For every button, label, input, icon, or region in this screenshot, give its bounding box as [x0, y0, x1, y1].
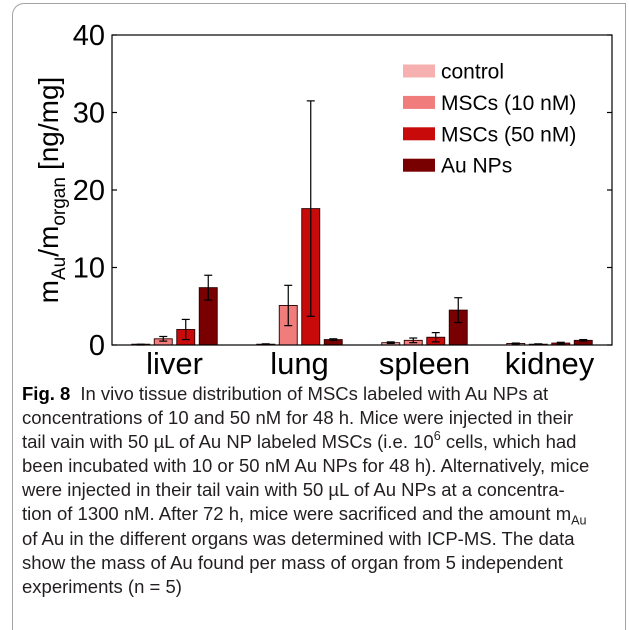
x-tick-label-liver: liver	[146, 346, 203, 381]
legend-label-mscs-10-nm: MSCs (10 nM)	[441, 92, 576, 115]
error-bar-group	[136, 100, 588, 346]
caption-line: been incubated with 10 or 50 nM Au NPs f…	[22, 454, 589, 478]
tick-labels: 0 10 20 30 40 liver lung spleen kidney	[73, 20, 595, 381]
legend-swatch-au-nps	[403, 158, 435, 172]
y-axis-label-m: m	[33, 280, 64, 303]
y-axis-label-sub-organ: organ	[49, 177, 70, 226]
y-axis-label: mAu/morgan [ng/mg]	[33, 77, 70, 304]
legend-swatch-mscs-10-nm	[403, 95, 435, 109]
error-bar-control-kidney	[511, 342, 520, 345]
caption-line: tail vain with 50 µL of Au NP labeled MS…	[22, 430, 589, 454]
figure-label: Fig. 8	[22, 383, 71, 404]
legend: control MSCs (10 nM) MSCs (50 nM) Au NPs	[403, 61, 576, 178]
x-tick-label-spleen: spleen	[379, 346, 470, 381]
error-bar-mscs-10-nm-spleen	[409, 337, 418, 344]
error-bar-mscs-50-nm-lung	[306, 100, 315, 317]
caption-text: tion of 1300 nM. After 72 h, mice were s…	[22, 503, 572, 525]
y-axis-label-sub-au: Au	[49, 257, 70, 280]
y-tick-label: 20	[73, 175, 105, 207]
error-bar-control-spleen	[386, 341, 395, 345]
y-ticks	[112, 34, 612, 346]
caption-text: show the mass of Au found per mass of or…	[22, 551, 563, 573]
legend-entry-mscs-50-nm: MSCs (50 nM)	[403, 123, 576, 146]
legend-entry-mscs-10-nm: MSCs (10 nM)	[403, 92, 576, 115]
legend-entry-au-nps: Au NPs	[403, 155, 512, 178]
caption-subscript: Au	[571, 513, 587, 528]
caption-text: experiments (n = 5)	[22, 575, 182, 597]
caption-text: of Au in the different organs was determ…	[22, 527, 575, 549]
caption-superscript: 6	[433, 429, 441, 444]
error-bar-mscs-10-nm-lung	[284, 284, 293, 327]
caption-text: were injected in their tail vain with 50…	[22, 479, 565, 501]
y-tick-label: 30	[73, 98, 105, 130]
error-bar-au-nps-kidney	[579, 338, 588, 342]
caption-line: tion of 1300 nM. After 72 h, mice were s…	[22, 502, 589, 528]
y-tick-label: 0	[89, 330, 105, 362]
axes	[111, 34, 613, 346]
caption-line: concentrations of 10 and 50 nM for 48 h.…	[22, 406, 589, 430]
caption-text: tail vain with 50 µL of Au NP labeled MS…	[22, 431, 434, 453]
caption-text: concentrations of 10 and 50 nM for 48 h.…	[22, 407, 574, 429]
caption-line: experiments (n = 5)	[22, 575, 589, 599]
caption-line: show the mass of Au found per mass of or…	[22, 551, 589, 575]
caption-text: been incubated with 10 or 50 nM Au NPs f…	[22, 455, 590, 477]
y-axis-label-unit: [ng/mg]	[33, 77, 64, 170]
legend-swatch-control	[403, 64, 435, 78]
x-tick-label-kidney: kidney	[505, 346, 595, 381]
y-tick-label: 10	[73, 253, 105, 285]
y-tick-label: 40	[73, 20, 105, 52]
x-tick-label-lung: lung	[270, 346, 329, 381]
caption-text: In vivo tissue distribution of MSCs labe…	[80, 383, 549, 404]
legend-entry-control: control	[403, 61, 504, 84]
caption-text: cells, which had	[440, 431, 577, 453]
legend-label-control: control	[441, 61, 504, 84]
plot-frame	[111, 34, 613, 346]
legend-label-mscs-50-nm: MSCs (50 nM)	[441, 123, 576, 146]
caption-line: were injected in their tail vain with 50…	[22, 478, 589, 502]
error-bar-mscs-50-nm-liver	[181, 318, 190, 341]
legend-label-au-nps: Au NPs	[441, 155, 512, 178]
error-bar-mscs-10-nm-liver	[159, 335, 168, 342]
error-bar-au-nps-spleen	[454, 297, 463, 324]
error-bar-mscs-50-nm-spleen	[431, 332, 440, 343]
figure-caption: Fig. 8 In vivo tissue distribution of MSC…	[22, 382, 589, 599]
figure-frame	[12, 3, 626, 630]
error-bar-mscs-50-nm-kidney	[556, 341, 565, 345]
bar-group	[131, 208, 593, 346]
error-bar-au-nps-liver	[204, 274, 213, 301]
error-bar-au-nps-lung	[329, 338, 338, 341]
y-axis-label-slash-m: /m	[33, 226, 64, 257]
caption-line: of Au in the different organs was determ…	[22, 527, 589, 551]
caption-line: Fig. 8 In vivo tissue distribution of MSC…	[22, 382, 589, 406]
legend-swatch-mscs-50-nm	[403, 127, 435, 141]
bar-chart: 0 10 20 30 40 liver lung spleen kidney control MS…	[33, 20, 613, 381]
